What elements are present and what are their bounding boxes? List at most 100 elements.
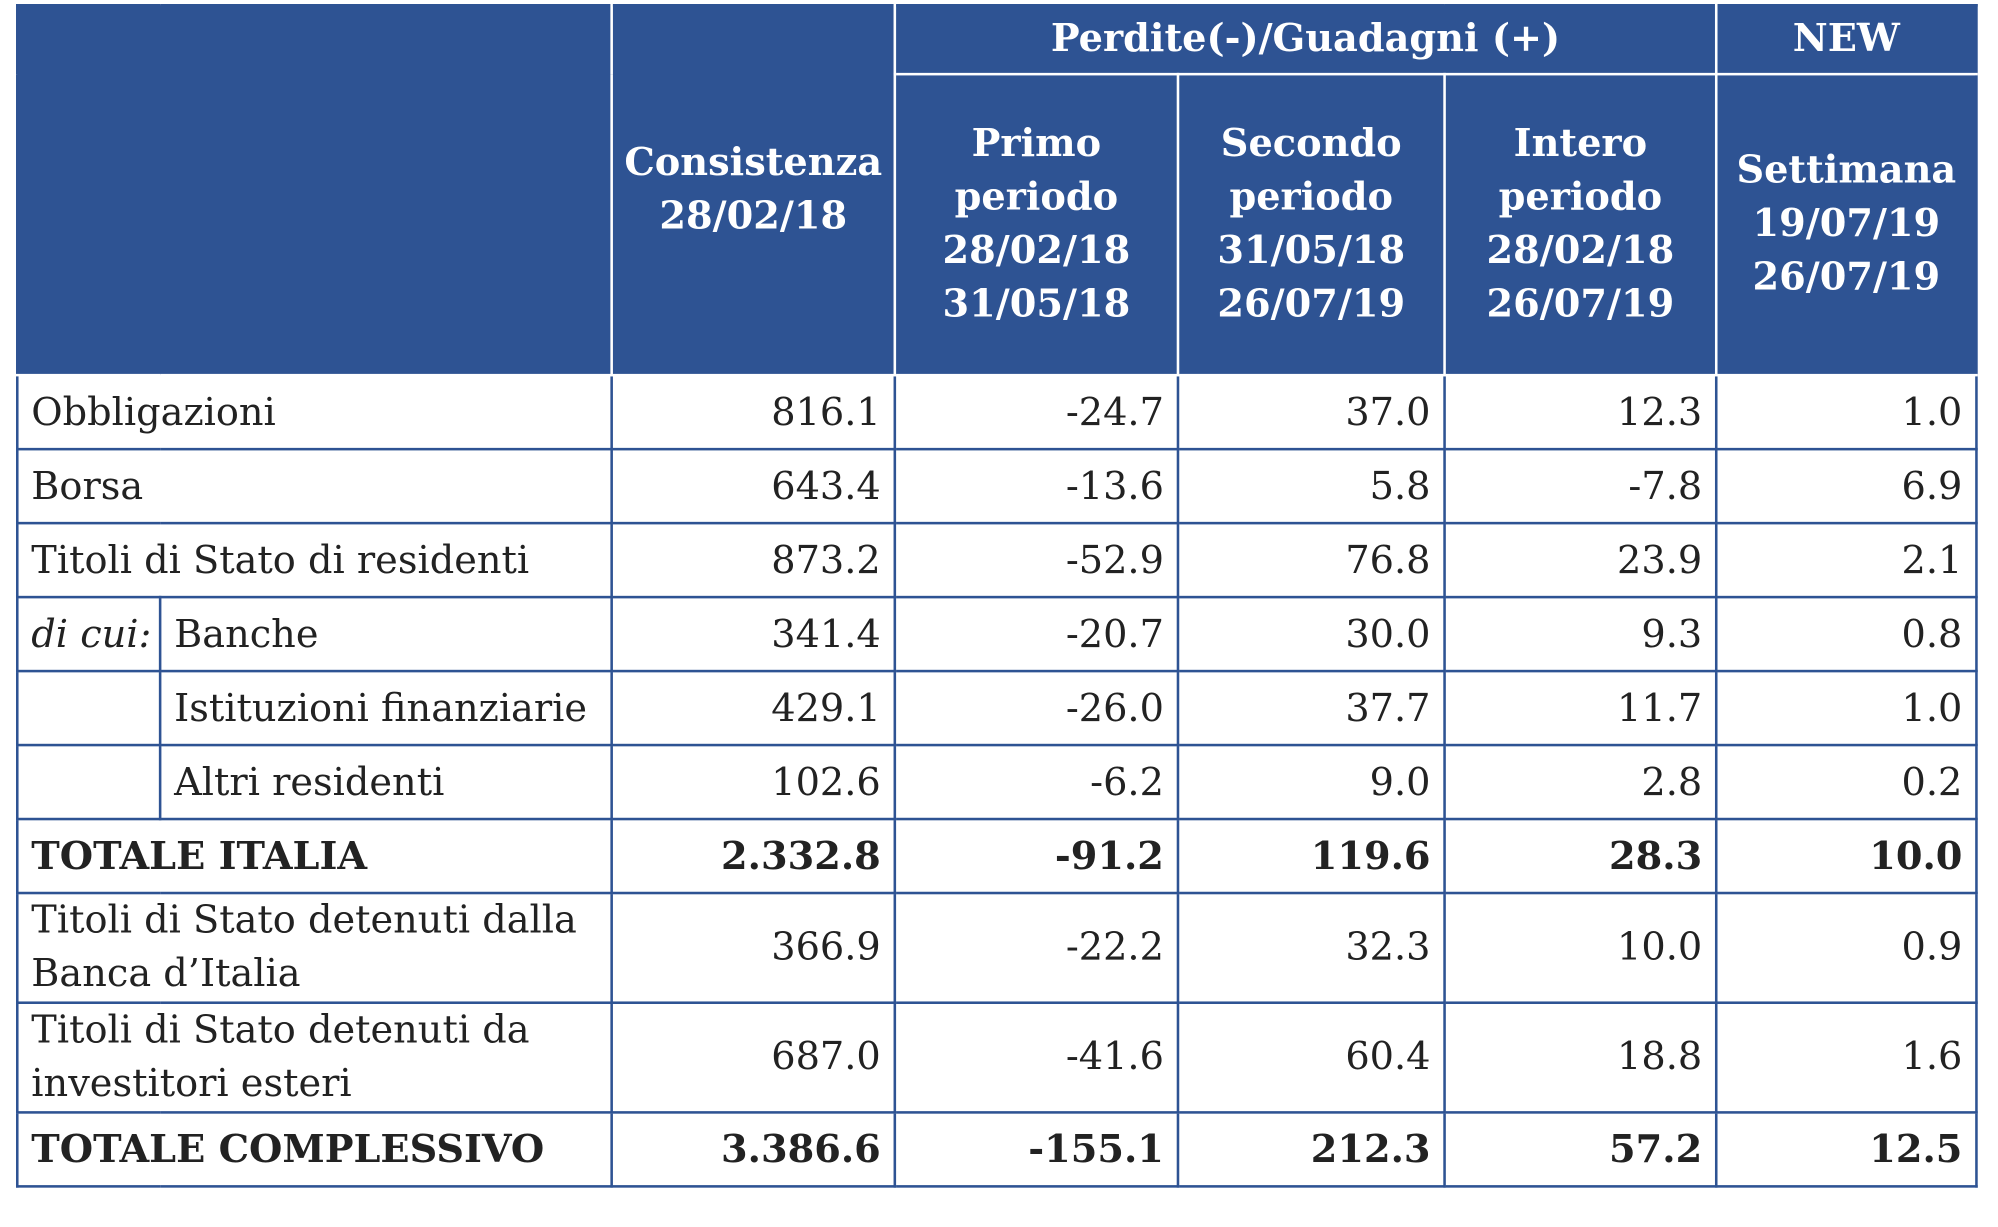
header-text: 31/05/18 bbox=[942, 282, 1131, 327]
cell-consistenza: 873.2 bbox=[610, 521, 897, 599]
table-row: Borsa 643.4 -13.6 5.8 -7.8 6.9 bbox=[15, 447, 1978, 525]
header-group-perdite-guadagni: Perdite(-)/Guadagni (+) bbox=[893, 4, 1718, 76]
header-text: 26/07/19 bbox=[1752, 255, 1941, 300]
row-label: Istituzioni finanziarie bbox=[158, 669, 613, 747]
cell-intero: 18.8 bbox=[1443, 1001, 1718, 1114]
table-row: Istituzioni finanziarie 429.1 -26.0 37.7… bbox=[15, 669, 1978, 747]
cell-intero: 2.8 bbox=[1443, 743, 1718, 821]
row-label-line: Titoli di Stato detenuti da bbox=[31, 1007, 530, 1053]
cell-secondo: 5.8 bbox=[1176, 447, 1446, 525]
cell-settimana: 0.9 bbox=[1714, 891, 1978, 1004]
empty-cell bbox=[15, 669, 162, 747]
cell-settimana: 2.1 bbox=[1714, 521, 1978, 599]
losses-gains-table: Consistenza 28/02/18 Perdite(-)/Guadagni… bbox=[15, 4, 1978, 1188]
cell-primo: -13.6 bbox=[893, 447, 1180, 525]
header-intero-periodo: Intero periodo 28/02/18 26/07/19 bbox=[1443, 72, 1718, 377]
cell-settimana: 1.0 bbox=[1714, 669, 1978, 747]
cell-secondo: 212.3 bbox=[1176, 1111, 1446, 1188]
header-text: Secondo bbox=[1220, 121, 1402, 166]
header-empty-cell bbox=[15, 4, 613, 377]
header-primo-periodo: Primo periodo 28/02/18 31/05/18 bbox=[893, 72, 1180, 377]
table-row: Titoli di Stato di residenti 873.2 -52.9… bbox=[15, 521, 1978, 599]
header-text: 26/07/19 bbox=[1217, 282, 1406, 327]
row-label-line: Banca d’Italia bbox=[31, 951, 301, 997]
cell-secondo: 37.7 bbox=[1176, 669, 1446, 747]
header-text: 31/05/18 bbox=[1217, 228, 1406, 274]
row-label: Titoli di Stato detenuti da investitori … bbox=[15, 1001, 613, 1114]
cell-intero: 10.0 bbox=[1443, 891, 1718, 1004]
row-label: Altri residenti bbox=[158, 743, 613, 821]
table-row: di cui: Banche 341.4 -20.7 30.0 9.3 0.8 bbox=[15, 595, 1978, 673]
cell-intero: 23.9 bbox=[1443, 521, 1718, 599]
cell-intero: -7.8 bbox=[1443, 447, 1718, 525]
header-secondo-periodo: Secondo periodo 31/05/18 26/07/19 bbox=[1176, 72, 1446, 377]
row-label: TOTALE ITALIA bbox=[15, 817, 613, 895]
cell-intero: 57.2 bbox=[1443, 1111, 1718, 1188]
cell-secondo: 119.6 bbox=[1176, 817, 1446, 895]
table-row-total: TOTALE ITALIA 2.332.8 -91.2 119.6 28.3 1… bbox=[15, 817, 1978, 895]
cell-settimana: 12.5 bbox=[1714, 1111, 1978, 1188]
cell-intero: 28.3 bbox=[1443, 817, 1718, 895]
header-text: Primo bbox=[971, 121, 1102, 166]
cell-consistenza: 3.386.6 bbox=[610, 1111, 897, 1188]
cell-settimana: 0.8 bbox=[1714, 595, 1978, 673]
cell-intero: 12.3 bbox=[1443, 373, 1718, 451]
cell-consistenza: 102.6 bbox=[610, 743, 897, 821]
row-label: Borsa bbox=[15, 447, 613, 525]
cell-primo: -41.6 bbox=[893, 1001, 1180, 1114]
table-row: Altri residenti 102.6 -6.2 9.0 2.8 0.2 bbox=[15, 743, 1978, 821]
row-label: Banche bbox=[158, 595, 613, 673]
cell-secondo: 9.0 bbox=[1176, 743, 1446, 821]
header-text: periodo bbox=[954, 174, 1119, 220]
cell-secondo: 30.0 bbox=[1176, 595, 1446, 673]
cell-consistenza: 366.9 bbox=[610, 891, 897, 1004]
cell-primo: -24.7 bbox=[893, 373, 1180, 451]
row-label: Titoli di Stato di residenti bbox=[15, 521, 613, 599]
header-text: 26/07/19 bbox=[1486, 282, 1675, 327]
cell-settimana: 1.6 bbox=[1714, 1001, 1978, 1114]
cell-primo: -20.7 bbox=[893, 595, 1180, 673]
table-row: Titoli di Stato detenuti da investitori … bbox=[15, 1001, 1978, 1114]
cell-consistenza: 341.4 bbox=[610, 595, 897, 673]
header-text: periodo bbox=[1229, 174, 1394, 220]
row-label: Titoli di Stato detenuti dalla Banca d’I… bbox=[15, 891, 613, 1004]
cell-primo: -26.0 bbox=[893, 669, 1180, 747]
cell-settimana: 10.0 bbox=[1714, 817, 1978, 895]
cell-secondo: 37.0 bbox=[1176, 373, 1446, 451]
header-text: 19/07/19 bbox=[1752, 201, 1941, 247]
cell-secondo: 60.4 bbox=[1176, 1001, 1446, 1114]
cell-consistenza: 816.1 bbox=[610, 373, 897, 451]
table-row-total: TOTALE COMPLESSIVO 3.386.6 -155.1 212.3 … bbox=[15, 1111, 1978, 1188]
header-text: Intero bbox=[1513, 121, 1648, 166]
cell-intero: 9.3 bbox=[1443, 595, 1718, 673]
cell-primo: -155.1 bbox=[893, 1111, 1180, 1188]
header-text: 28/02/18 bbox=[1486, 228, 1675, 274]
cell-secondo: 32.3 bbox=[1176, 891, 1446, 1004]
header-text: 28/02/18 bbox=[942, 228, 1131, 274]
header-settimana: Settimana 19/07/19 26/07/19 bbox=[1714, 72, 1978, 377]
header-consistenza: Consistenza 28/02/18 bbox=[610, 4, 897, 377]
row-label-line: Titoli di Stato detenuti dalla bbox=[31, 898, 577, 943]
header-text: Consistenza bbox=[624, 140, 883, 186]
table-wrapper: Consistenza 28/02/18 Perdite(-)/Guadagni… bbox=[15, 4, 1978, 1188]
table-row: Obbligazioni 816.1 -24.7 37.0 12.3 1.0 bbox=[15, 373, 1978, 451]
header-new: NEW bbox=[1714, 4, 1978, 76]
table-row: Titoli di Stato detenuti dalla Banca d’I… bbox=[15, 891, 1978, 1004]
di-cui-label: di cui: bbox=[15, 595, 162, 673]
header-text: 28/02/18 bbox=[659, 194, 848, 239]
cell-primo: -91.2 bbox=[893, 817, 1180, 895]
cell-intero: 11.7 bbox=[1443, 669, 1718, 747]
cell-settimana: 0.2 bbox=[1714, 743, 1978, 821]
cell-primo: -22.2 bbox=[893, 891, 1180, 1004]
header-text: Settimana bbox=[1736, 148, 1957, 193]
row-label: Obbligazioni bbox=[15, 373, 613, 451]
cell-consistenza: 429.1 bbox=[610, 669, 897, 747]
empty-cell bbox=[15, 743, 162, 821]
header-text: periodo bbox=[1498, 174, 1663, 220]
cell-primo: -6.2 bbox=[893, 743, 1180, 821]
cell-settimana: 6.9 bbox=[1714, 447, 1978, 525]
row-label-line: investitori esteri bbox=[31, 1061, 352, 1107]
cell-settimana: 1.0 bbox=[1714, 373, 1978, 451]
cell-consistenza: 643.4 bbox=[610, 447, 897, 525]
cell-consistenza: 687.0 bbox=[610, 1001, 897, 1114]
